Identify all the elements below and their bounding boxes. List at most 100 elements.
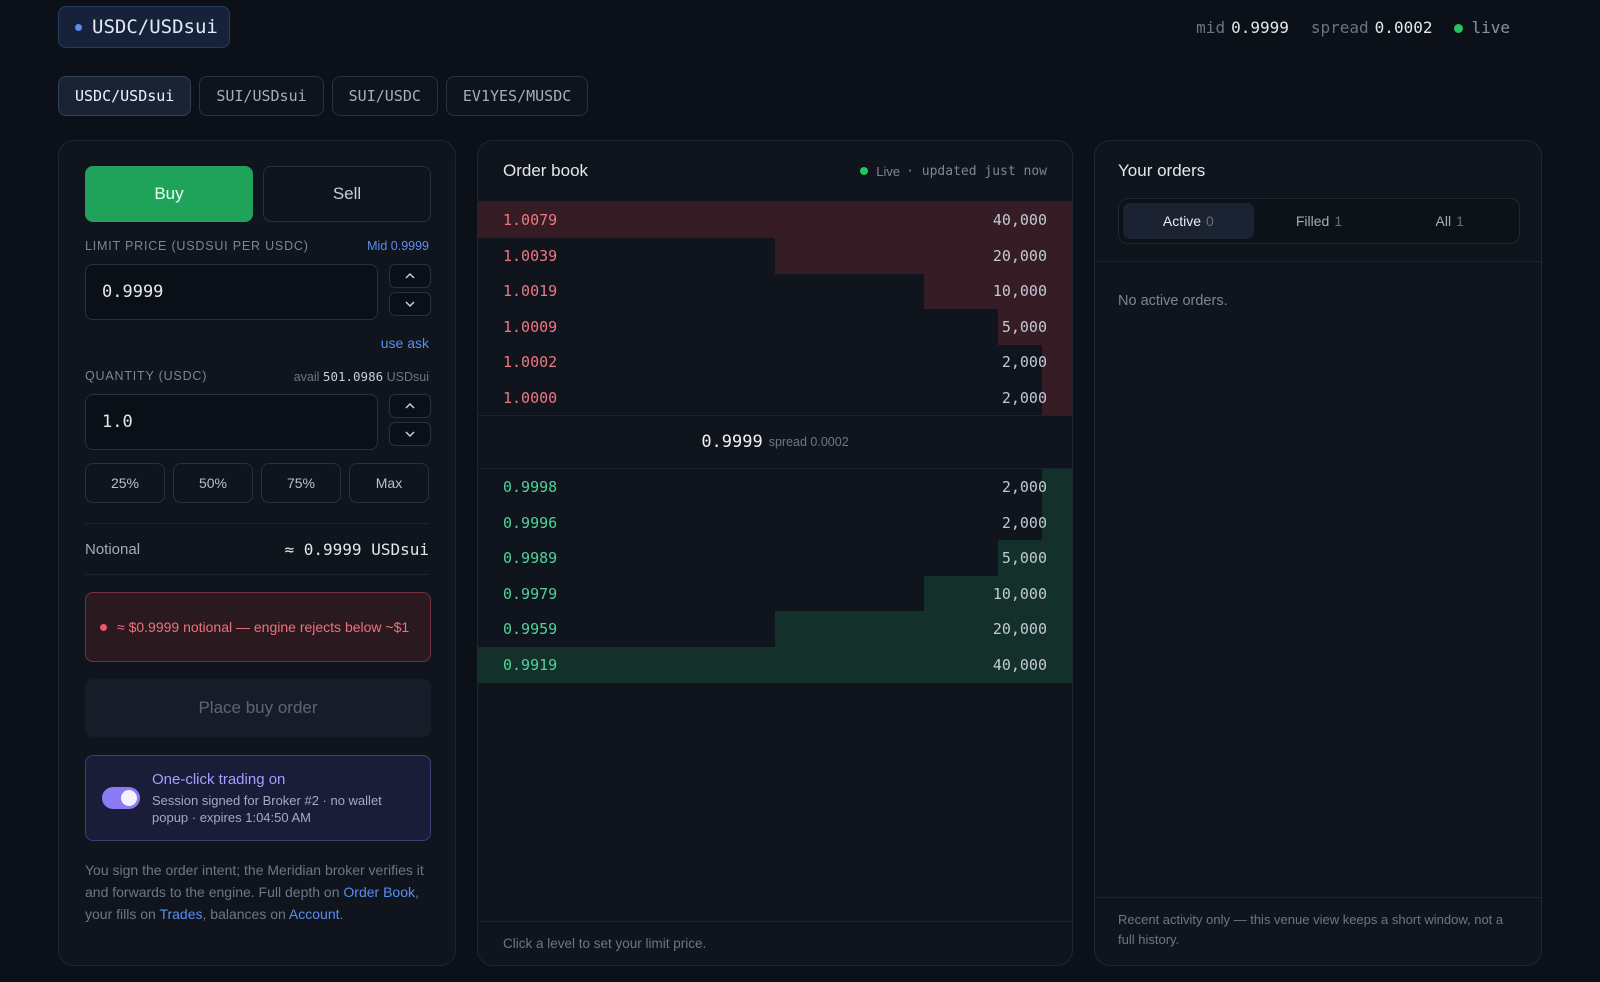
ask-level-row[interactable]: 1.0009 5,000 — [478, 308, 1072, 345]
spread-stat: spread 0.0002 — [1311, 18, 1433, 37]
status-live: Live — [876, 163, 901, 179]
limit-price-increment[interactable] — [389, 264, 431, 288]
mid-hint[interactable]: Mid 0.9999 — [367, 239, 429, 253]
avail-value: 501.0986 — [322, 369, 384, 384]
notional-row: Notional ≈ 0.9999 USDsui — [85, 523, 429, 575]
ask-level-row[interactable]: 1.0039 20,000 — [478, 237, 1072, 274]
bid-level-row[interactable]: 0.9996 2,000 — [478, 504, 1072, 541]
spread-value: 0.0002 — [1374, 18, 1433, 37]
limit-price-input[interactable]: 0.9999 — [85, 264, 378, 320]
ask-level-row[interactable]: 1.0002 2,000 — [478, 344, 1072, 380]
account-link[interactable]: Account — [288, 906, 340, 922]
quantity-input[interactable]: 1.0 — [85, 394, 378, 450]
live-indicator: live — [1454, 18, 1510, 37]
limit-price-decrement[interactable] — [389, 292, 431, 316]
mid-label: mid — [1196, 18, 1226, 37]
bid-level-row[interactable]: 0.9989 5,000 — [478, 540, 1072, 576]
footnote-text: . — [339, 906, 344, 922]
market-tab-sui-usdsui[interactable]: SUI/USDsui — [199, 76, 324, 116]
limit-price-label: LIMIT PRICE (USDSUI PER USDC) — [85, 239, 309, 253]
depth-bar — [478, 202, 1072, 238]
bid-level-row[interactable]: 0.9998 2,000 — [478, 469, 1072, 505]
bid-quantity: 20,000 — [992, 620, 1047, 638]
your-orders-footer: Recent activity only — this venue view k… — [1095, 897, 1541, 965]
min-notional-warning: ≈ $0.9999 notional — engine rejects belo… — [85, 592, 431, 662]
quantity-presets: 25% 50% 75% Max — [85, 463, 429, 503]
bid-level-row[interactable]: 0.9919 40,000 — [478, 646, 1072, 683]
your-orders-panel: Your orders Active 0 Filled 1 All 1 No a… — [1094, 140, 1542, 966]
place-order-button[interactable]: Place buy order — [85, 679, 431, 737]
bid-price: 0.9998 — [503, 478, 558, 496]
market-tab-sui-usdc[interactable]: SUI/USDC — [331, 76, 438, 116]
one-click-trading-card: One-click trading on Session signed for … — [85, 755, 431, 841]
ask-price: 1.0079 — [503, 211, 558, 229]
bid-level-row[interactable]: 0.9959 20,000 — [478, 611, 1072, 647]
tab-count: 1 — [1456, 213, 1464, 229]
bid-level-row[interactable]: 0.9979 10,000 — [478, 575, 1072, 612]
depth-bar — [923, 273, 1072, 309]
quantity-decrement[interactable] — [389, 422, 431, 446]
one-click-toggle[interactable] — [102, 787, 140, 809]
bid-price: 0.9959 — [503, 620, 558, 638]
ask-level-row[interactable]: 1.0000 2,000 — [478, 379, 1072, 416]
avail-label: avail — [293, 370, 320, 384]
live-dot-icon — [860, 167, 869, 175]
trades-link[interactable]: Trades — [159, 906, 203, 922]
tab-all[interactable]: All 1 — [1384, 203, 1515, 239]
depth-bar — [775, 237, 1072, 274]
avail-balance: avail 501.0986 USDsui — [294, 369, 429, 384]
side-toggle: Buy Sell — [85, 166, 431, 222]
ask-price: 1.0002 — [503, 353, 558, 371]
buy-button[interactable]: Buy — [85, 166, 253, 222]
pair-selector[interactable]: USDC/USDsui — [58, 6, 230, 48]
trade-form-panel: Buy Sell LIMIT PRICE (USDSUI PER USDC) M… — [58, 140, 456, 966]
footnote-text: You sign the order intent; the Meridian … — [85, 862, 424, 900]
bid-quantity: 5,000 — [1001, 549, 1047, 567]
depth-bar — [1042, 504, 1072, 541]
bid-price: 0.9919 — [503, 655, 558, 674]
tab-filled[interactable]: Filled 1 — [1254, 203, 1385, 239]
ask-quantity: 2,000 — [1001, 388, 1047, 407]
bid-price: 0.9979 — [503, 584, 558, 603]
bid-quantity: 10,000 — [992, 584, 1047, 603]
pct-75-button[interactable]: 75% — [261, 463, 341, 503]
quantity-increment[interactable] — [389, 394, 431, 418]
pct-50-button[interactable]: 50% — [173, 463, 253, 503]
tab-active[interactable]: Active 0 — [1123, 203, 1254, 239]
use-ask-link[interactable]: use ask — [380, 335, 429, 351]
pct-25-button[interactable]: 25% — [85, 463, 165, 503]
market-tab-ev1yes-musdc[interactable]: EV1YES/MUSDC — [445, 76, 589, 116]
tab-count: 0 — [1206, 213, 1214, 229]
bid-quantity: 40,000 — [992, 655, 1047, 674]
order-book-footer: Click a level to set your limit price. — [478, 921, 1072, 965]
chevron-up-icon — [405, 402, 415, 409]
chevron-down-icon — [405, 431, 415, 438]
ask-level-row[interactable]: 1.0079 40,000 — [478, 202, 1072, 238]
footnote-text: , balances on — [202, 906, 289, 922]
bid-price: 0.9996 — [503, 513, 558, 532]
bid-quantity: 2,000 — [1001, 478, 1047, 496]
spread-label: spread — [1310, 18, 1369, 37]
ask-quantity: 10,000 — [992, 282, 1047, 300]
one-click-title: One-click trading on — [152, 770, 286, 788]
depth-bar — [1042, 344, 1072, 380]
depth-bar — [997, 308, 1072, 345]
market-tab-usdc-usdsui[interactable]: USDC/USDsui — [58, 76, 192, 116]
pct-max-button[interactable]: Max — [349, 463, 429, 503]
warning-dot-icon — [100, 623, 107, 631]
sell-button[interactable]: Sell — [263, 166, 431, 222]
header-stats: mid 0.9999 spread 0.0002 live — [1196, 18, 1510, 37]
ask-price: 1.0019 — [503, 282, 558, 300]
tab-count: 1 — [1334, 213, 1343, 229]
ask-quantity: 5,000 — [1001, 317, 1047, 336]
order-book-panel: Order book Live · updated just now 1.007… — [477, 140, 1073, 966]
live-dot-icon — [1454, 24, 1464, 33]
orders-tab-bar: Active 0 Filled 1 All 1 — [1118, 198, 1520, 244]
depth-bar — [997, 540, 1072, 576]
ask-price: 1.0000 — [503, 388, 558, 407]
bid-quantity: 2,000 — [1001, 513, 1047, 532]
your-orders-title: Your orders — [1118, 161, 1206, 180]
ask-level-row[interactable]: 1.0019 10,000 — [478, 273, 1072, 309]
order-book-link[interactable]: Order Book — [343, 884, 415, 900]
ask-quantity: 20,000 — [992, 246, 1047, 265]
